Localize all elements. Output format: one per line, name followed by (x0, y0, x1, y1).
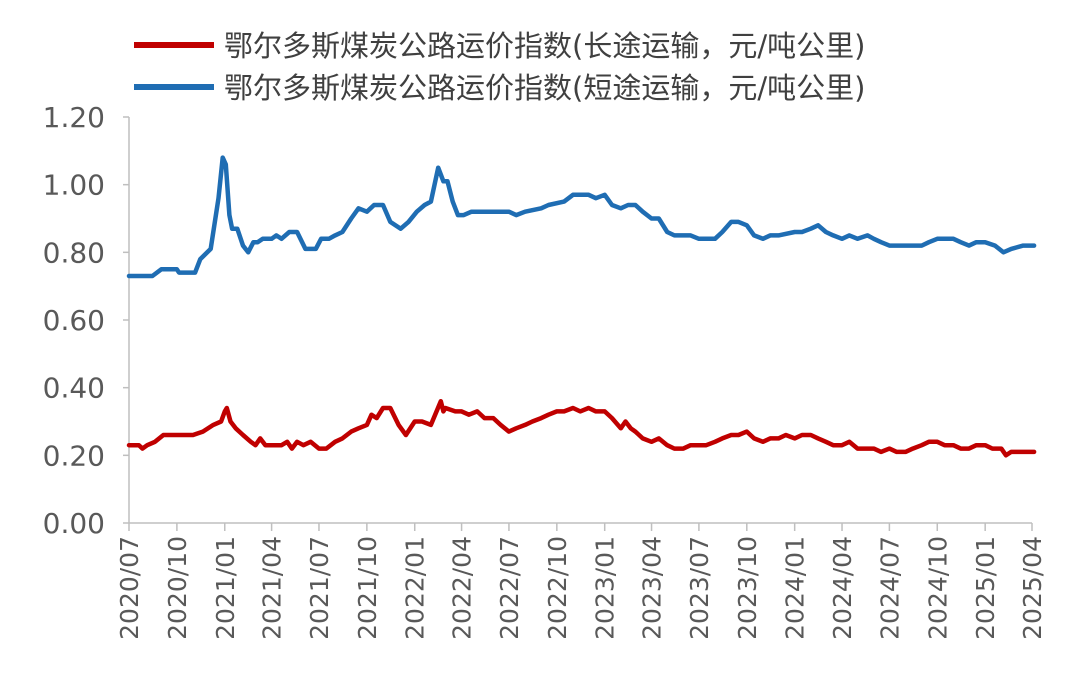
x-tick-label: 2025/04 (1018, 536, 1047, 640)
x-tick-label: 2023/01 (591, 536, 620, 640)
x-tick-label: 2020/07 (115, 536, 144, 640)
y-tick-label: 1.20 (43, 101, 105, 134)
x-tick-label: 2022/10 (543, 536, 572, 640)
y-axis: 0.00 0.20 0.40 0.60 0.80 1.00 1.20 (43, 101, 130, 540)
x-tick-label: 2023/07 (685, 536, 714, 640)
legend-label-short-distance: 鄂尔多斯煤炭公路运价指数(短途运输，元/吨公里) (224, 71, 865, 105)
legend-label-long-distance: 鄂尔多斯煤炭公路运价指数(长途运输，元/吨公里) (224, 29, 865, 63)
x-tick-label: 2021/10 (353, 536, 382, 640)
x-tick-label: 2021/01 (211, 536, 240, 640)
x-tick-label: 2024/01 (781, 536, 810, 640)
y-tick-label: 0.80 (43, 236, 105, 269)
y-tick-label: 0.40 (43, 372, 105, 405)
y-tick-label: 1.00 (43, 169, 105, 202)
x-tick-label: 2023/10 (733, 536, 762, 640)
y-tick-label: 0.20 (43, 439, 105, 472)
series-line-short-distance (126, 155, 1037, 279)
x-tick-label: 2024/04 (828, 536, 857, 640)
legend: 鄂尔多斯煤炭公路运价指数(长途运输，元/吨公里) 鄂尔多斯煤炭公路运价指数(短途… (134, 29, 865, 105)
x-axis: 2020/07 2020/10 2021/01 2021/04 2021/07 2021/… (115, 522, 1047, 640)
series-line-long-distance (126, 398, 1037, 458)
x-tick-label: 2024/07 (875, 536, 904, 640)
y-tick-label: 0.00 (43, 507, 105, 540)
x-tick-label: 2022/04 (448, 536, 477, 640)
x-tick-label: 2022/01 (401, 536, 430, 640)
x-tick-label: 2020/10 (163, 536, 192, 640)
x-tick-label: 2023/04 (638, 536, 667, 640)
x-tick-label: 2021/07 (305, 536, 334, 640)
x-tick-label: 2022/07 (495, 536, 524, 640)
y-tick-label: 0.60 (43, 304, 105, 337)
series-layer (126, 155, 1037, 458)
x-tick-label: 2024/10 (923, 536, 952, 640)
x-tick-label: 2025/01 (971, 536, 1000, 640)
x-tick-label: 2021/04 (258, 536, 287, 640)
